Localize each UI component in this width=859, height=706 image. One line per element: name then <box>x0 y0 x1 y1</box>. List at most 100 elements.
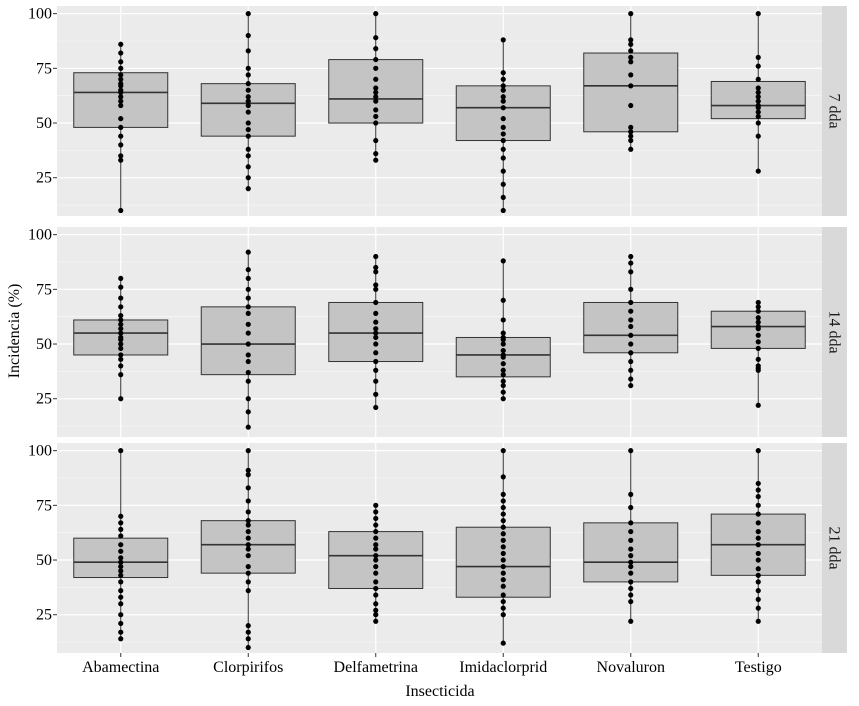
data-point <box>500 168 506 174</box>
box-4 <box>455 448 551 646</box>
data-point <box>755 588 761 594</box>
data-point <box>628 358 634 365</box>
data-point <box>118 548 124 554</box>
x-axis-title: Insecticida <box>405 683 474 700</box>
data-point <box>118 59 124 65</box>
data-point <box>373 11 379 17</box>
data-point <box>628 146 634 152</box>
data-point <box>245 267 251 273</box>
data-point <box>500 524 506 530</box>
data-point <box>500 131 506 137</box>
data-point <box>245 588 251 594</box>
data-point <box>500 396 506 402</box>
data-point <box>373 557 379 563</box>
data-point <box>500 367 506 373</box>
data-point <box>755 308 761 314</box>
data-point <box>118 513 124 519</box>
data-point <box>628 286 634 292</box>
data-point <box>628 137 634 144</box>
data-point <box>373 358 379 365</box>
data-point <box>118 345 124 352</box>
data-point <box>245 518 251 524</box>
data-point <box>755 356 761 362</box>
data-point <box>245 330 251 336</box>
data-point <box>118 448 124 454</box>
data-point <box>245 358 251 365</box>
data-point <box>245 485 251 491</box>
data-point <box>628 54 634 61</box>
data-point <box>373 253 379 260</box>
data-point <box>373 585 379 592</box>
data-point <box>755 520 761 526</box>
data-point <box>118 563 124 570</box>
data-point <box>500 605 506 611</box>
data-point <box>245 424 251 430</box>
data-point <box>373 46 379 52</box>
y-tick-label: 100 <box>28 6 52 23</box>
data-point <box>373 612 379 618</box>
data-point <box>628 585 634 592</box>
data-point <box>373 137 379 144</box>
data-point <box>245 275 251 282</box>
data-point <box>245 352 251 358</box>
data-point <box>118 142 124 148</box>
box-1 <box>73 41 169 214</box>
data-point <box>118 620 124 627</box>
data-point <box>373 391 379 397</box>
data-point <box>628 129 634 135</box>
data-point <box>118 572 124 578</box>
panel-background <box>57 443 822 653</box>
data-point <box>500 504 506 511</box>
data-point <box>118 352 124 358</box>
data-point <box>118 396 124 402</box>
data-point <box>628 376 634 382</box>
facet-strip-label: 7 dda <box>826 93 843 128</box>
data-point <box>118 363 124 369</box>
data-point <box>118 555 124 561</box>
data-point <box>628 72 634 78</box>
data-point <box>373 601 379 607</box>
data-point <box>245 146 251 152</box>
data-point <box>118 207 124 214</box>
data-point <box>245 448 251 454</box>
data-point <box>373 319 379 325</box>
data-point <box>628 11 634 17</box>
data-point <box>628 102 634 109</box>
data-point <box>373 579 379 585</box>
x-tick-labels: Abamectina Clorpirifos Delfametrina Imidacl… <box>82 653 782 676</box>
y-tick-label: 25 <box>36 607 52 624</box>
data-point <box>500 577 506 583</box>
data-point <box>500 518 506 524</box>
data-point <box>245 535 251 541</box>
facet-strip <box>822 6 847 216</box>
data-point <box>500 70 506 76</box>
data-point <box>373 330 379 336</box>
x-tick-label: Imidaclorprid <box>459 659 547 676</box>
data-point <box>373 570 379 576</box>
data-point <box>500 563 506 570</box>
data-point <box>755 76 761 82</box>
data-point <box>500 83 506 89</box>
data-point <box>500 498 506 504</box>
data-point <box>118 295 124 301</box>
data-point <box>373 326 379 332</box>
data-point <box>500 544 506 550</box>
data-point <box>118 526 124 533</box>
data-point <box>245 553 251 559</box>
data-point <box>755 120 761 126</box>
data-point <box>118 636 124 642</box>
box-4 <box>455 258 551 402</box>
data-point <box>755 493 761 500</box>
data-point <box>245 369 251 376</box>
data-point <box>118 588 124 594</box>
data-point <box>118 133 124 139</box>
data-point <box>500 181 506 187</box>
x-tick-label: Clorpirifos <box>213 659 283 676</box>
data-point <box>118 520 124 526</box>
data-point <box>245 636 251 642</box>
data-point <box>118 594 124 600</box>
data-point <box>373 404 379 411</box>
data-point <box>755 168 761 174</box>
data-point <box>245 109 251 115</box>
